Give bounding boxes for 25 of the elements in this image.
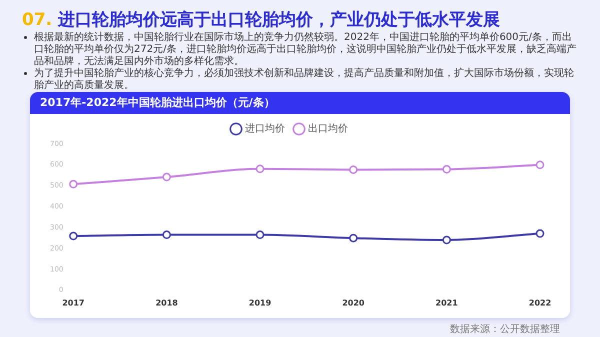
x-tick-label: 2017 bbox=[62, 298, 84, 308]
x-tick-label: 2022 bbox=[528, 298, 552, 308]
chart-title: 07. 进口轮胎均价远高于出口轮胎均价，产业仍处于低水平发展 bbox=[22, 10, 500, 30]
x-tick-label: 2018 bbox=[156, 298, 178, 308]
legend-label: 进口均价 bbox=[245, 122, 285, 135]
text: 根据最新的统计数据，中国轮胎行业在国际市场上的竞争力仍然较弱。2022年，中国进口轮胎的平均单价600元/条，而出口轮胎的平均单价仅为272元/条，进口轮胎均价远高于出口轮胎均价，这说明中国轮胎产业仍处于低水平发展，缺乏高端产品和品牌，无法满足国内外市场的多样化需求。 bbox=[34, 32, 577, 68]
source-note: 数据来源：公开数据整理 bbox=[450, 322, 560, 336]
point bbox=[442, 236, 451, 244]
x-tick-label: 2021 bbox=[436, 298, 458, 308]
point bbox=[162, 230, 171, 240]
x-tick-label: 2019 bbox=[248, 298, 272, 308]
point bbox=[256, 164, 264, 174]
text: 为了提升中国轮胎产业的核心竞争力，必须加强技术创新和品牌建设，提高产品质量和附加值，扩大国际市场份额，实现轮胎产业的高质量发展。 bbox=[34, 68, 575, 92]
point bbox=[69, 180, 78, 188]
point bbox=[536, 160, 544, 170]
point bbox=[349, 165, 358, 174]
x-tick-label: 2020 bbox=[342, 298, 365, 308]
point bbox=[69, 232, 78, 240]
chart-subtitle: 2017年-2022年中国轮胎进出口均价（元/条） bbox=[30, 92, 570, 114]
point bbox=[256, 230, 264, 240]
point bbox=[442, 165, 451, 174]
point bbox=[162, 172, 171, 182]
point bbox=[536, 229, 544, 238]
point bbox=[349, 234, 358, 242]
legend-label: 出口均价 bbox=[308, 122, 348, 135]
